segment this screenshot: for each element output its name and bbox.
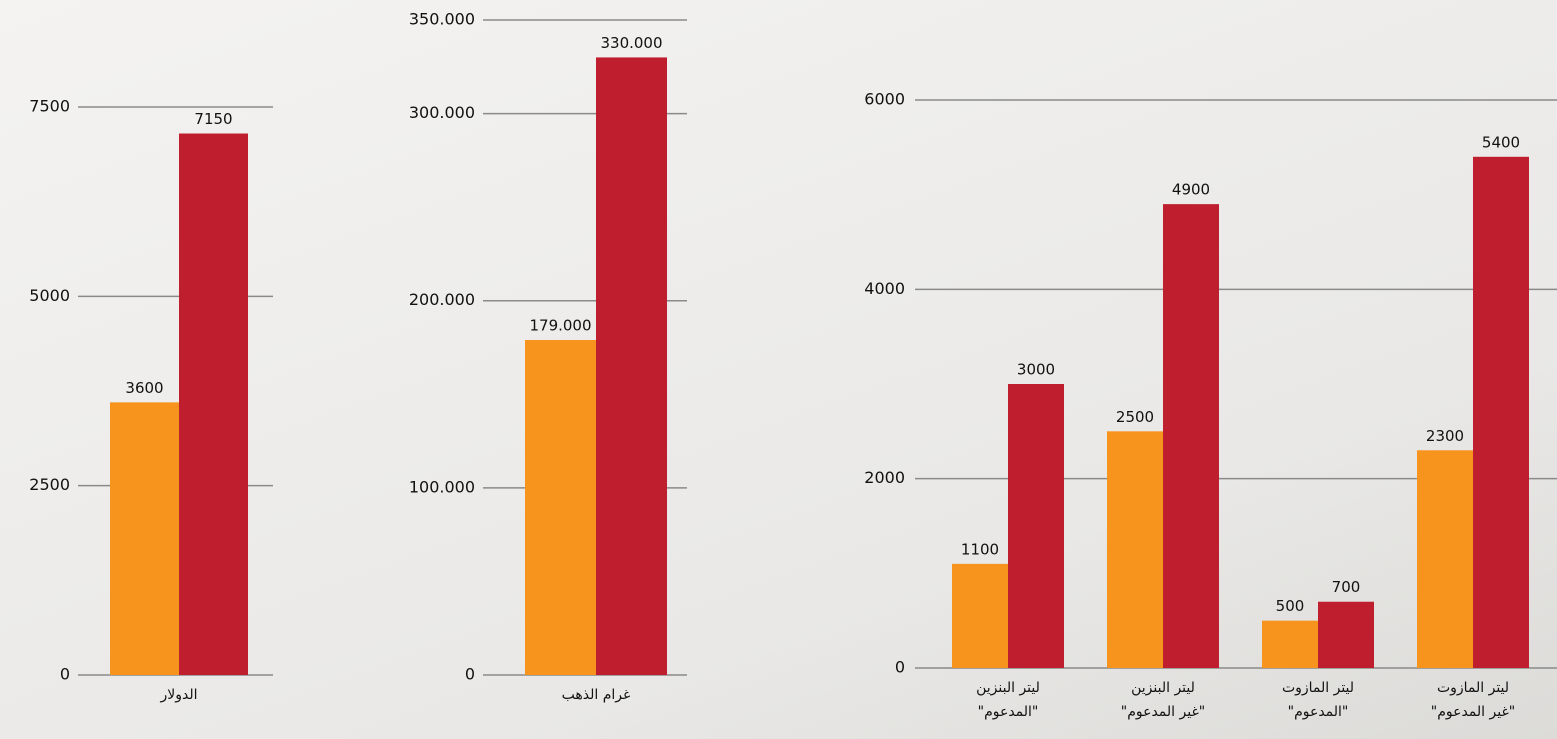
value-label: 7150: [194, 110, 232, 128]
value-label: 1100: [961, 540, 999, 558]
x-tick-label: ليتر المازوت "غير المدعوم": [1430, 680, 1516, 720]
value-label: 2500: [1116, 408, 1154, 426]
y-tick-label: 0: [465, 665, 475, 684]
y-tick-label: 6000: [864, 90, 905, 109]
y-tick-label: 200.000: [409, 290, 475, 309]
bar: [1107, 431, 1163, 668]
y-tick-label: 5000: [29, 286, 70, 305]
bar: [1473, 156, 1529, 669]
value-label: 4900: [1172, 181, 1210, 199]
y-tick-label: 4000: [864, 279, 905, 298]
bar: [110, 402, 179, 675]
y-tick-label: 300.000: [409, 103, 475, 122]
y-tick-label: 0: [895, 658, 905, 677]
y-tick-label: 350.000: [409, 10, 475, 29]
x-tick-label: ليتر البنزين "غير المدعوم": [1120, 680, 1206, 720]
x-tick-label: ليتر المازوت "المدعوم": [1281, 680, 1355, 720]
bar: [952, 563, 1008, 668]
value-label: 5400: [1482, 133, 1520, 151]
bar: [1008, 384, 1064, 668]
bar: [525, 340, 596, 675]
y-tick-label: 100.000: [409, 477, 475, 496]
value-label: 2300: [1426, 427, 1464, 445]
bar: [179, 133, 248, 676]
value-label: 3000: [1017, 361, 1055, 379]
y-tick-label: 2500: [29, 475, 70, 494]
value-label: 179.000: [529, 317, 591, 335]
value-label: 700: [1332, 578, 1361, 596]
x-tick-label: ليتر البنزين "المدعوم": [976, 680, 1040, 720]
x-tick-label: غرام الذهب: [561, 687, 631, 703]
bar: [1163, 204, 1219, 668]
bar: [596, 57, 667, 675]
y-tick-label: 0: [60, 665, 70, 684]
y-tick-label: 7500: [29, 97, 70, 116]
bar: [1417, 450, 1473, 668]
x-tick-label: الدولار: [160, 687, 198, 703]
value-label: 3600: [125, 379, 163, 397]
y-tick-label: 2000: [864, 468, 905, 487]
value-label: 500: [1276, 597, 1305, 615]
value-label: 330.000: [600, 34, 662, 52]
bar: [1318, 601, 1374, 668]
bar: [1262, 620, 1318, 668]
